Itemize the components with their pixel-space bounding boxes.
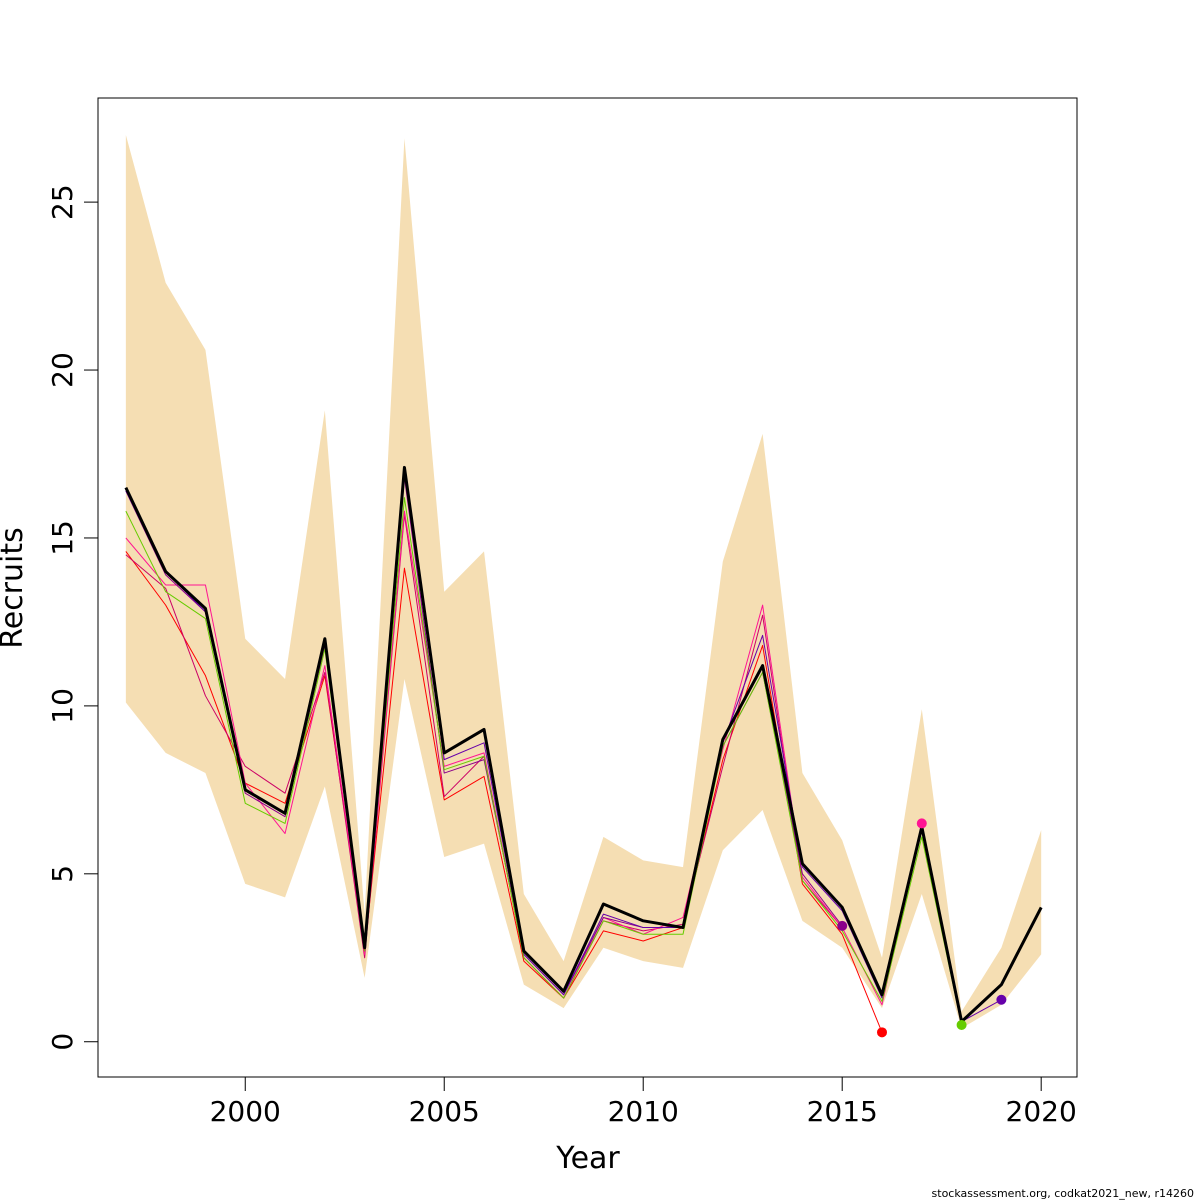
y-axis-title: Recruits (0, 527, 30, 649)
y-tick-label: 25 (46, 184, 79, 220)
x-tick-label: 2015 (807, 1095, 878, 1128)
retro-endpoint (996, 994, 1007, 1005)
x-axis-title: Year (555, 1141, 620, 1176)
retro-endpoint (956, 1019, 967, 1030)
y-tick-label: 5 (46, 865, 79, 883)
retro-line (125, 551, 883, 1033)
x-tick-label: 2005 (409, 1095, 480, 1128)
y-tick-label: 15 (46, 520, 79, 556)
y-tick-label: 20 (46, 352, 79, 388)
x-tick-label: 2010 (608, 1095, 679, 1128)
plot-area (124, 134, 1043, 1038)
estimate-line (124, 465, 1043, 1024)
retro-endpoint (837, 920, 848, 931)
retro-endpoint (876, 1027, 887, 1038)
credit-text: stockassessment.org, codkat2021_new, r14… (932, 1187, 1194, 1200)
retro-line (125, 497, 963, 1026)
x-tick-label: 2020 (1006, 1095, 1077, 1128)
x-tick-label: 2000 (210, 1095, 281, 1128)
y-tick-label: 10 (46, 688, 79, 724)
retro-endpoint (916, 818, 927, 829)
confidence-band (125, 134, 1042, 1029)
axes: 2000 2005 2010 2015 2020 0 5 10 15 20 25 (46, 184, 1077, 1128)
y-tick-label: 0 (46, 1033, 79, 1051)
